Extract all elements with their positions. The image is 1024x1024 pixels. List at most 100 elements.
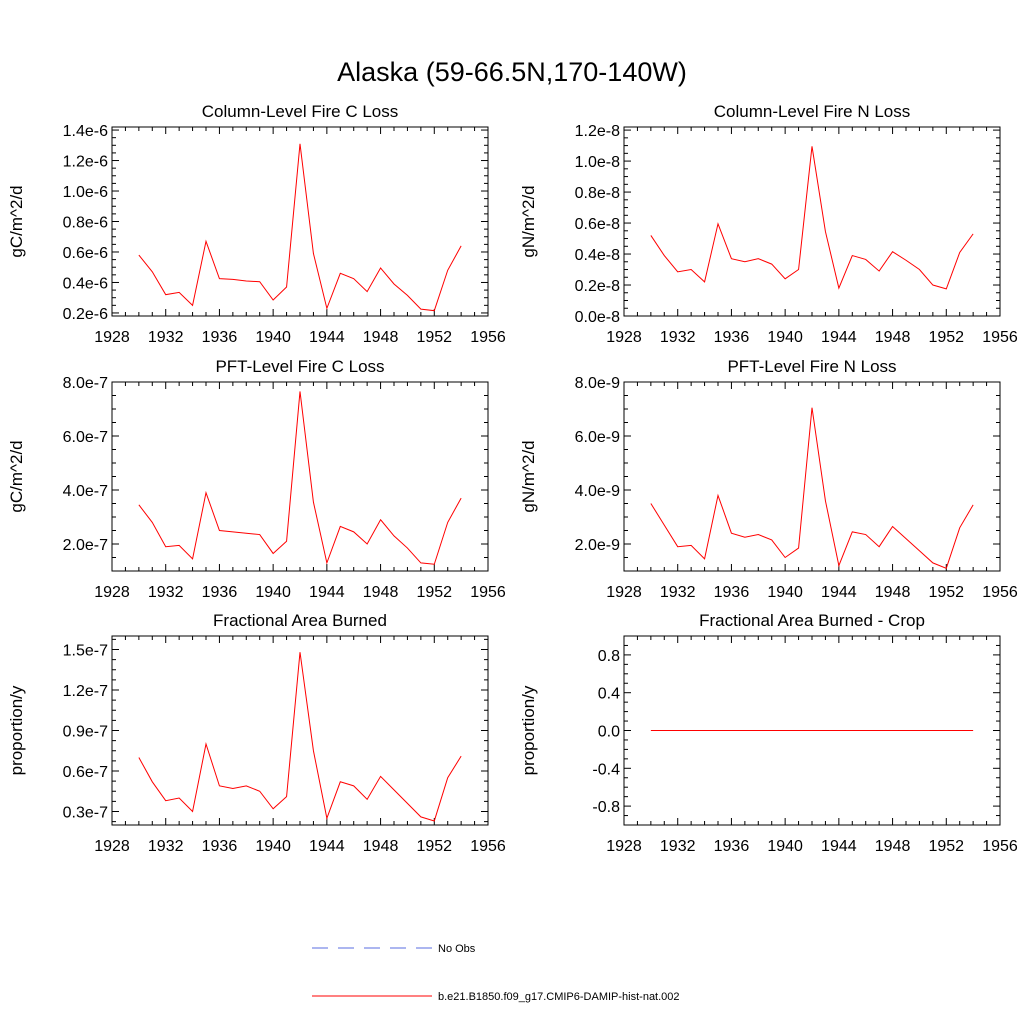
x-tick-label: 1936 [202, 584, 238, 601]
panels: Column-Level Fire C Loss gC/m^2/d 1928 1932… [7, 102, 1018, 855]
panel-1: Column-Level Fire C Loss gC/m^2/d 1928 1932… [7, 102, 506, 346]
panel-2: Column-Level Fire N Loss gN/m^2/d 1928 1932… [519, 102, 1018, 346]
x-tick-label: 1936 [202, 838, 238, 855]
x-tick-label: 1944 [309, 584, 345, 601]
x-tick-label: 1944 [821, 584, 857, 601]
y-tick-label: 0.2e-8 [575, 278, 620, 295]
x-tick-label: 1948 [363, 838, 399, 855]
y-tick-label: -0.4 [592, 761, 620, 778]
x-tick-label: 1952 [928, 584, 964, 601]
y-tick-label: 6.0e-7 [63, 429, 108, 446]
y-axis-label: gC/m^2/d [7, 440, 26, 512]
x-tick-label: 1940 [767, 329, 803, 346]
y-tick-label: 0.4e-6 [63, 275, 108, 292]
x-tick-label: 1940 [255, 329, 291, 346]
series-line [138, 652, 462, 822]
x-tick-label: 1944 [309, 329, 345, 346]
x-tick-label: 1940 [255, 584, 291, 601]
legend-run-label: b.e21.B1850.f09_g17.CMIP6-DAMIP-hist-nat… [438, 991, 680, 1003]
y-tick-label: 1.0e-8 [575, 154, 620, 171]
x-tick-label: 1928 [94, 584, 130, 601]
y-axis-label: gC/m^2/d [7, 185, 26, 257]
x-tick-label: 1932 [660, 329, 696, 346]
panel-title: PFT-Level Fire N Loss [727, 357, 896, 376]
x-tick-label: 1936 [714, 838, 750, 855]
figure-title: Alaska (59-66.5N,170-140W) [337, 57, 687, 87]
y-tick-label: 1.2e-7 [63, 683, 108, 700]
panel-3: PFT-Level Fire C Loss gC/m^2/d 1928 1932 193… [7, 357, 506, 601]
x-tick-label: 1952 [928, 838, 964, 855]
plot-frame [111, 126, 489, 317]
y-tick-label: -0.8 [592, 799, 620, 816]
y-tick-label: 1.0e-6 [63, 184, 108, 201]
y-tick-label: 6.0e-9 [575, 429, 620, 446]
x-tick-label: 1956 [982, 584, 1018, 601]
series-line [138, 391, 462, 565]
x-tick-label: 1940 [767, 584, 803, 601]
series-line [650, 146, 974, 290]
legend: No Obs b.e21.B1850.f09_g17.CMIP6-DAMIP-h… [312, 943, 680, 1003]
x-tick-label: 1944 [821, 329, 857, 346]
x-tick-label: 1948 [875, 584, 911, 601]
x-tick-label: 1952 [416, 584, 452, 601]
y-tick-label: 0.9e-7 [63, 724, 108, 741]
y-tick-label: 0.4 [598, 686, 620, 703]
x-tick-label: 1928 [606, 329, 642, 346]
x-tick-label: 1936 [714, 329, 750, 346]
series-line [138, 143, 462, 312]
y-tick-label: 0.6e-6 [63, 245, 108, 262]
x-tick-label: 1956 [470, 838, 506, 855]
panel-title: Column-Level Fire C Loss [202, 102, 399, 121]
plot-frame [111, 381, 489, 572]
y-tick-label: 0.8e-8 [575, 185, 620, 202]
x-tick-label: 1936 [714, 584, 750, 601]
y-tick-label: 0.8e-6 [63, 215, 108, 232]
x-tick-label: 1948 [363, 584, 399, 601]
y-tick-label: 0.4e-8 [575, 247, 620, 264]
x-tick-label: 1952 [416, 329, 452, 346]
y-tick-label: 0.8 [598, 648, 620, 665]
x-tick-label: 1928 [94, 329, 130, 346]
y-tick-label: 0.3e-7 [63, 805, 108, 822]
series-line [650, 407, 974, 569]
y-tick-label: 4.0e-9 [575, 483, 620, 500]
x-tick-label: 1948 [363, 329, 399, 346]
y-axis-label: gN/m^2/d [519, 185, 538, 257]
panel-title: Column-Level Fire N Loss [714, 102, 911, 121]
y-tick-label: 2.0e-9 [575, 537, 620, 554]
y-axis-label: gN/m^2/d [519, 440, 538, 512]
x-tick-label: 1952 [416, 838, 452, 855]
x-tick-label: 1940 [255, 838, 291, 855]
x-tick-label: 1928 [606, 838, 642, 855]
legend-no-obs-label: No Obs [438, 943, 476, 955]
plot-frame [111, 635, 489, 826]
panel-title: Fractional Area Burned - Crop [699, 611, 925, 630]
x-tick-label: 1948 [875, 838, 911, 855]
panel-5: Fractional Area Burned proportion/y 1928 19… [7, 611, 506, 855]
y-tick-label: 1.2e-6 [63, 154, 108, 171]
x-tick-label: 1936 [202, 329, 238, 346]
x-tick-label: 1956 [982, 838, 1018, 855]
y-tick-label: 0.0 [598, 724, 620, 741]
y-tick-label: 1.4e-6 [63, 123, 108, 140]
x-tick-label: 1928 [94, 838, 130, 855]
y-tick-label: 1.5e-7 [63, 643, 108, 660]
y-tick-label: 0.0e-8 [575, 309, 620, 326]
panel-title: PFT-Level Fire C Loss [215, 357, 384, 376]
x-tick-label: 1956 [982, 329, 1018, 346]
y-axis-label: proportion/y [519, 685, 538, 775]
panel-title: Fractional Area Burned [213, 611, 387, 630]
x-tick-label: 1932 [660, 838, 696, 855]
x-tick-label: 1944 [821, 838, 857, 855]
y-tick-label: 1.2e-8 [575, 123, 620, 140]
y-tick-label: 4.0e-7 [63, 483, 108, 500]
y-tick-label: 8.0e-9 [575, 375, 620, 392]
y-tick-label: 0.2e-6 [63, 306, 108, 323]
panel-4: PFT-Level Fire N Loss gN/m^2/d 1928 1932 193… [519, 357, 1018, 601]
x-tick-label: 1956 [470, 584, 506, 601]
x-tick-label: 1932 [148, 329, 184, 346]
y-tick-label: 8.0e-7 [63, 375, 108, 392]
y-tick-label: 0.6e-8 [575, 216, 620, 233]
y-axis-label: proportion/y [7, 685, 26, 775]
